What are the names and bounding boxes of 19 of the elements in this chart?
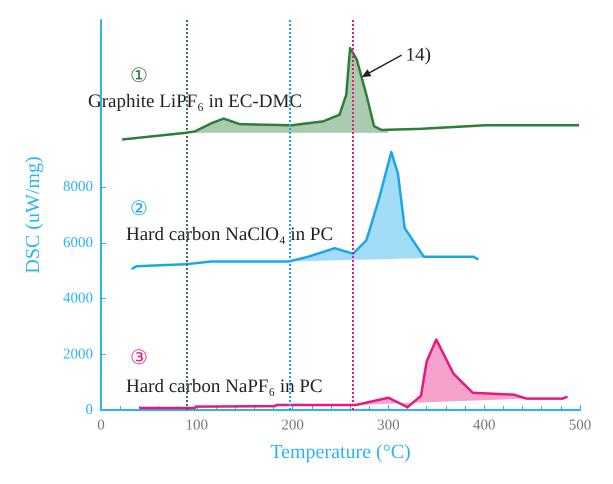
x-tick-label: 500 xyxy=(568,418,592,434)
annotation: ① xyxy=(130,65,148,87)
y-tick-label: 2000 xyxy=(63,346,93,362)
x-axis-title: Temperature (°C) xyxy=(270,441,411,463)
x-tick-label: 300 xyxy=(377,418,400,434)
y-tick-label: 6000 xyxy=(63,234,93,251)
x-tick-label: 200 xyxy=(281,418,304,434)
y-tick-label: 0 xyxy=(86,402,93,418)
annotation: ③ xyxy=(130,347,148,369)
x-tick-label: 100 xyxy=(186,418,208,434)
annotation: ② xyxy=(130,198,148,220)
y-tick-label: 8000 xyxy=(63,179,93,196)
x-tick-label: 400 xyxy=(472,418,496,434)
y-tick-label: 4000 xyxy=(63,290,93,307)
series-label: Hard carbon NaClO₄ in PC xyxy=(126,224,334,245)
series-label: Hard carbon NaPF₆ in PC xyxy=(126,376,323,397)
x-tick-label: 0 xyxy=(97,418,105,434)
y-axis-title: DSC (uW/mg) xyxy=(22,156,44,274)
annotation: 14) xyxy=(406,44,431,66)
